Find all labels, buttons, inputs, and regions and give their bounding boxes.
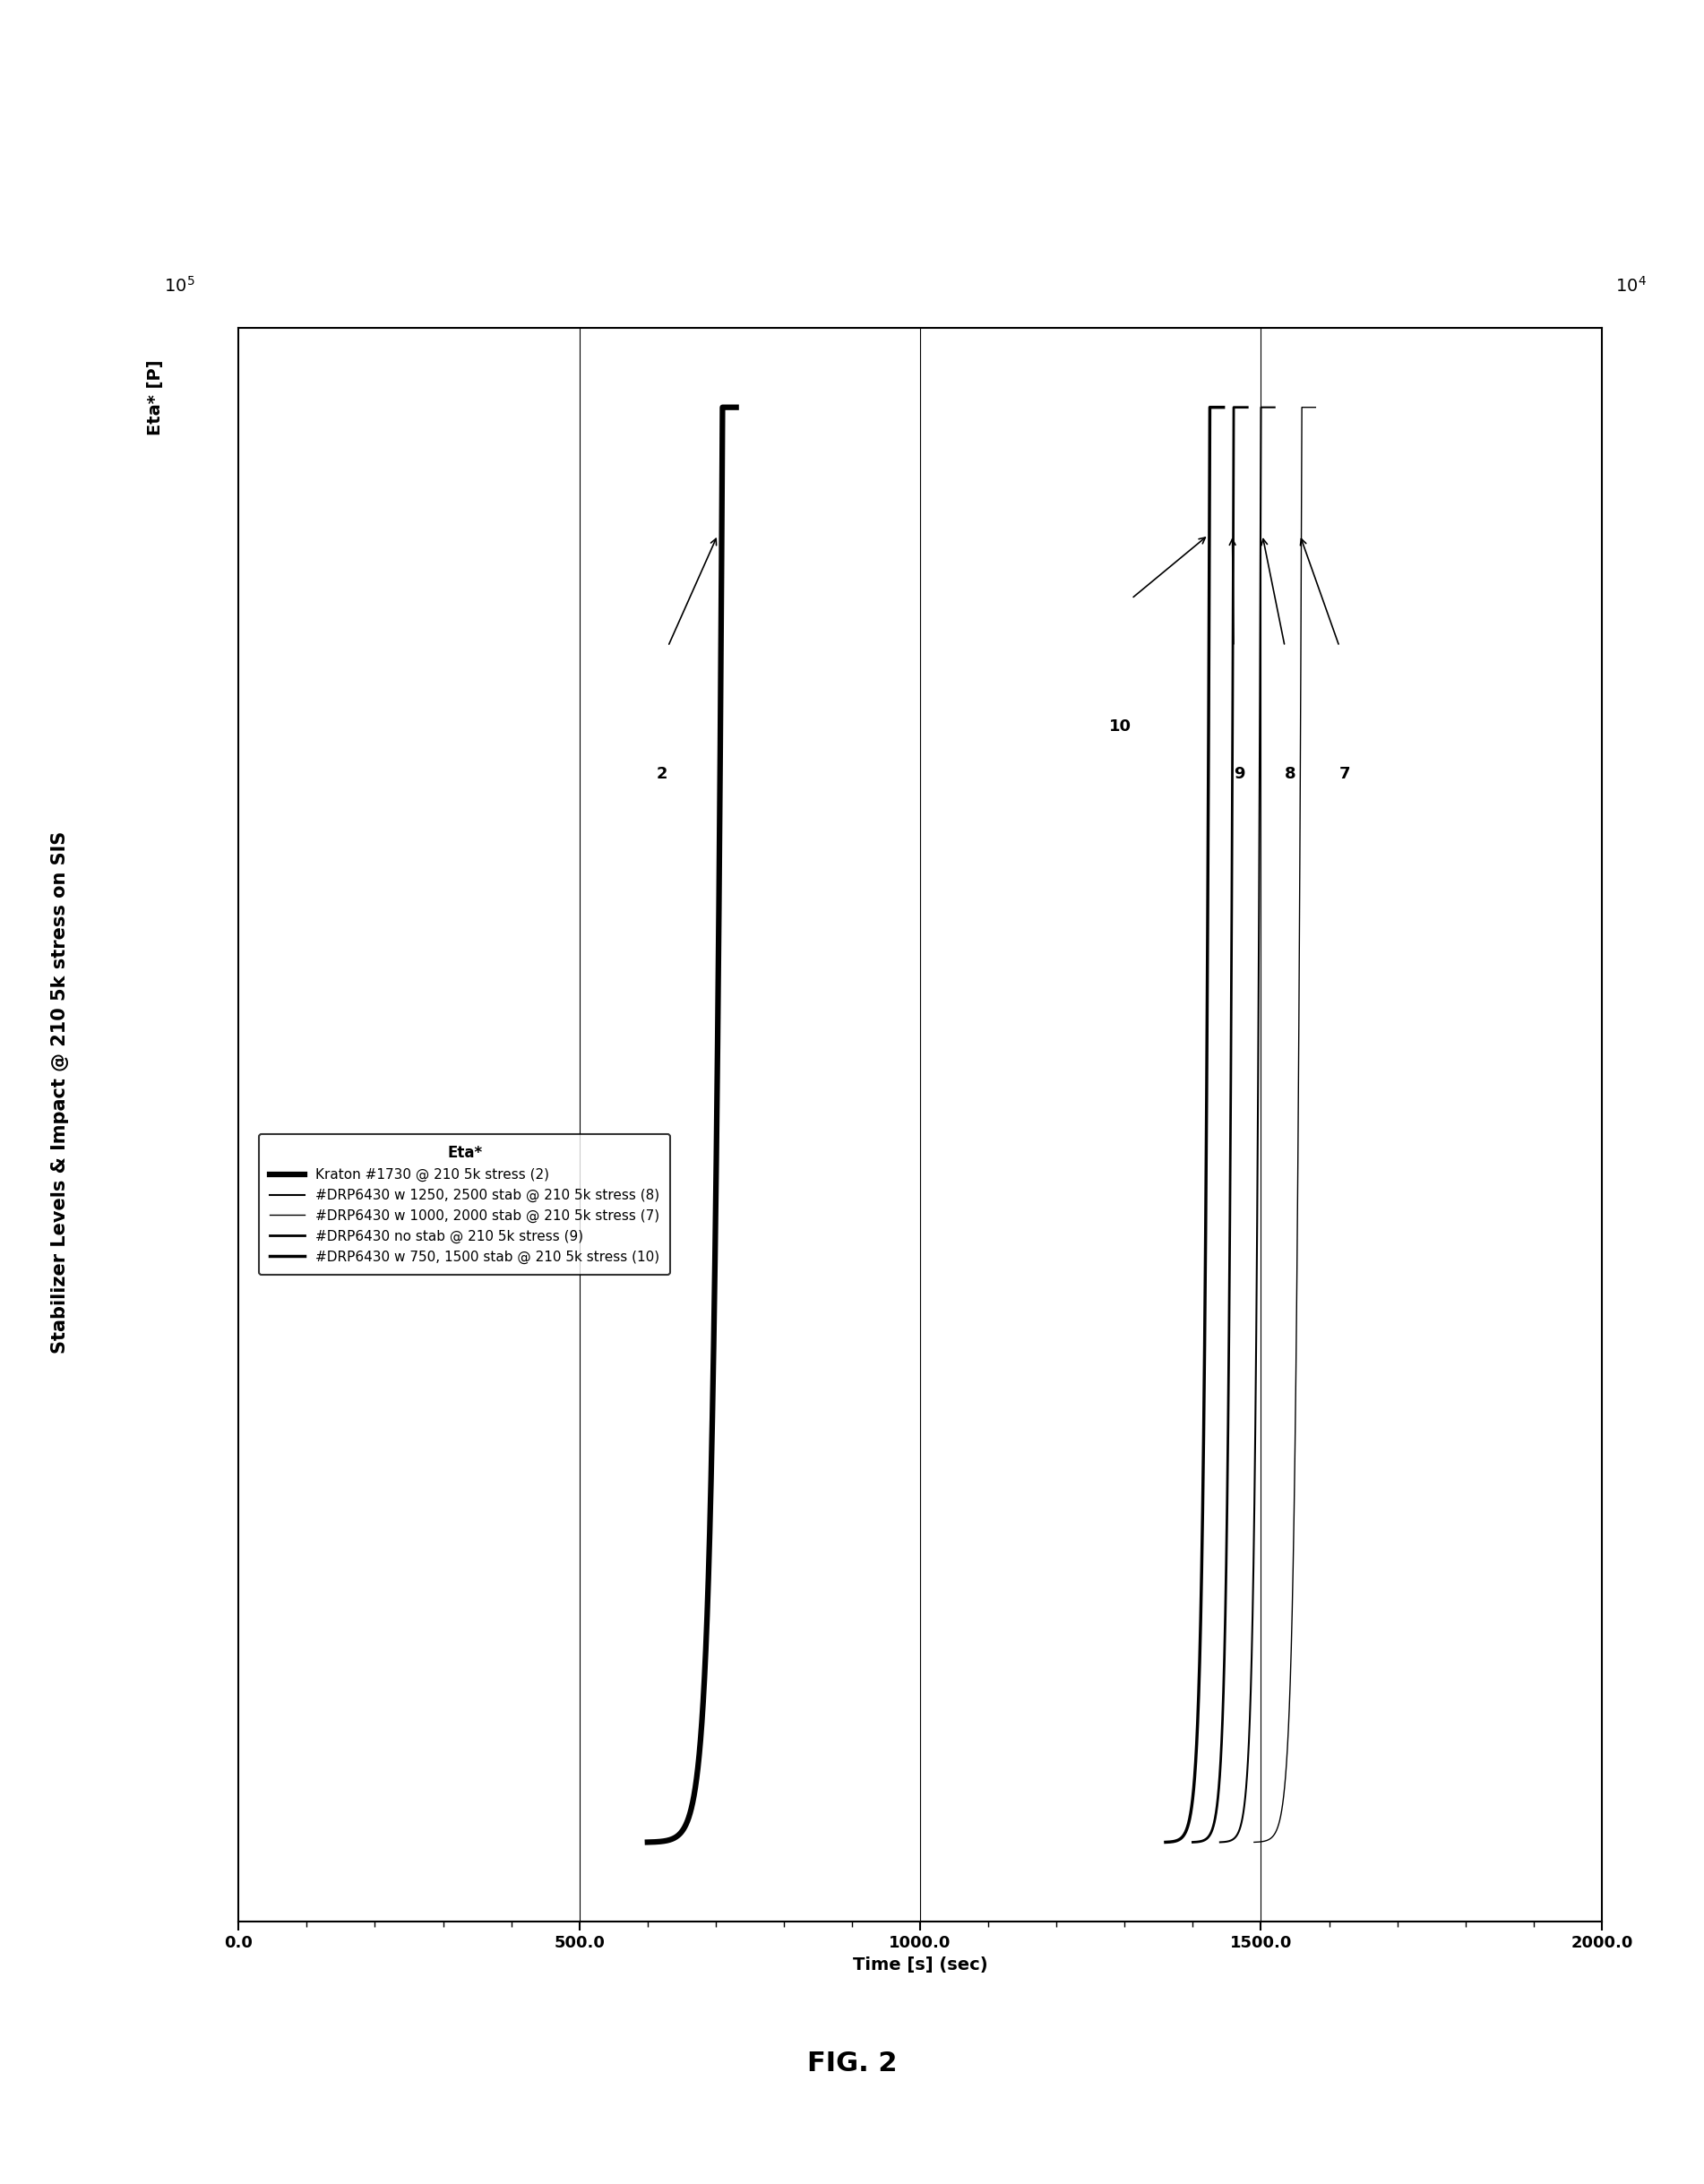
Text: $10^5$: $10^5$ [164,275,194,295]
Text: Stabilizer Levels & Impact @ 210 5k stress on SIS: Stabilizer Levels & Impact @ 210 5k stre… [51,830,68,1354]
Text: Eta* [P]: Eta* [P] [147,360,164,435]
Text: 2: 2 [656,767,668,782]
Text: 9: 9 [1234,767,1246,782]
Text: 10: 10 [1109,719,1131,734]
Text: 8: 8 [1285,767,1297,782]
Text: FIG. 2: FIG. 2 [808,2051,896,2077]
Text: 7: 7 [1339,767,1351,782]
Text: $10^4$: $10^4$ [1615,275,1646,295]
X-axis label: Time [s] (sec): Time [s] (sec) [852,1957,988,1972]
Legend: Kraton #1730 @ 210 5k stress (2), #DRP6430 w 1250, 2500 stab @ 210 5k stress (8): Kraton #1730 @ 210 5k stress (2), #DRP64… [259,1133,670,1275]
